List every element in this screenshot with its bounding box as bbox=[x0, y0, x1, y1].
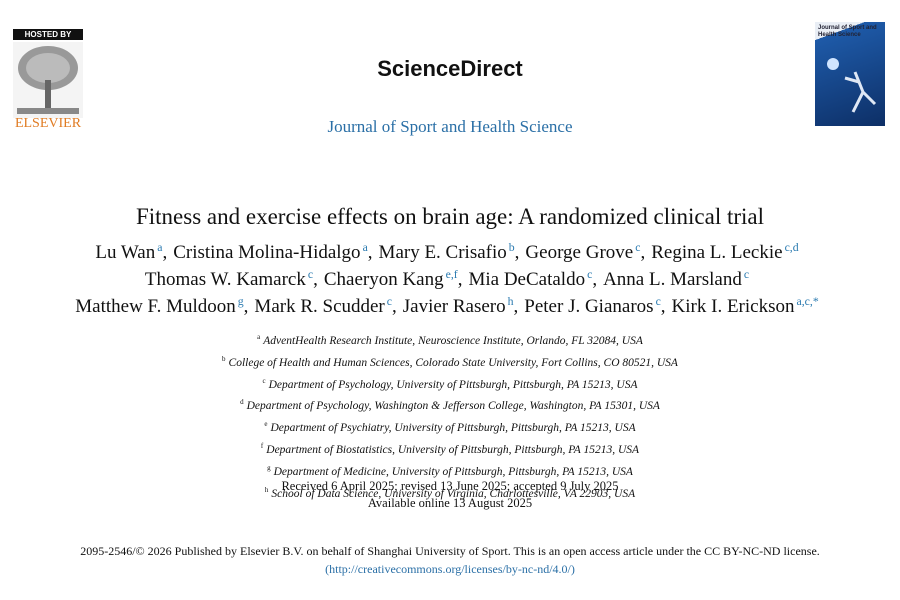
affiliation: d Department of Psychology, Washington & … bbox=[0, 393, 900, 415]
author-affil: h bbox=[507, 295, 514, 308]
author-name: Chaeryon Kang bbox=[323, 269, 444, 291]
author-name: Lu Wan bbox=[95, 242, 156, 264]
author: George Grove c bbox=[525, 241, 645, 264]
author-line: Matthew F. MuldoongMark R. ScuddercJavie… bbox=[0, 295, 900, 318]
dates-online: Available online 13 August 2025 bbox=[367, 496, 533, 510]
author: Cristina Molina-Hidalgo a bbox=[173, 241, 372, 264]
affiliation: g Department of Medicine, University of P… bbox=[0, 459, 900, 481]
elsevier-tree bbox=[13, 42, 83, 118]
author: Lu Wan a bbox=[95, 241, 167, 264]
author: Thomas W. Kamarck c bbox=[144, 268, 318, 291]
affiliation-key: h bbox=[264, 485, 269, 494]
author-name: Javier Rasero bbox=[402, 296, 506, 318]
dates-received: Received 6 April 2025; revised 13 June 2… bbox=[281, 479, 619, 493]
license: 2095-2546/© 2026 Published by Elsevier B… bbox=[80, 544, 820, 558]
affiliation-text: AdventHealth Research Institute, Neurosc… bbox=[263, 334, 643, 347]
publisher: ELSEVIER bbox=[14, 116, 82, 131]
author-name: Matthew F. Muldoon bbox=[75, 296, 236, 318]
author-name: Peter J. Gianaros bbox=[524, 296, 654, 318]
platform: ScienceDirect bbox=[377, 56, 523, 81]
author: Regina L. Leckie c,d bbox=[651, 241, 799, 264]
cover-title: Journal of Sport and Health Science bbox=[818, 25, 877, 38]
affiliation: e Department of Psychiatry, University of… bbox=[0, 415, 900, 437]
affiliation: h School of Data Science, University of V… bbox=[0, 481, 900, 503]
author: Kirk I. Erickson a,c,* bbox=[671, 295, 819, 318]
affiliation-text: School of Data Science, University of Vi… bbox=[271, 487, 636, 500]
affiliation: b College of Health and Human Sciences, C… bbox=[0, 350, 900, 372]
author: Matthew F. Muldoon g bbox=[75, 295, 248, 318]
affiliation-text: College of Health and Human Sciences, Co… bbox=[228, 356, 678, 369]
affiliation-text: Department of Psychology, Washington & J… bbox=[246, 400, 660, 413]
author-name: Mark R. Scudder bbox=[254, 296, 385, 318]
author-name: Cristina Molina-Hidalgo bbox=[173, 242, 361, 264]
author-name: Kirk I. Erickson bbox=[671, 296, 795, 318]
affiliation-key: c bbox=[262, 376, 266, 385]
affiliation: f Department of Biostatistics, University… bbox=[0, 437, 900, 459]
author-affil: c bbox=[635, 241, 641, 254]
author-affil: a bbox=[157, 241, 163, 254]
author-name: Mia DeCataldo bbox=[468, 269, 586, 291]
author-name: Anna L. Marsland bbox=[603, 269, 742, 291]
journal-cover: Journal of Sport and Health Science bbox=[815, 22, 885, 126]
affiliation-key: a bbox=[257, 333, 261, 341]
license-link[interactable]: (http://creativecommons.org/licenses/by-… bbox=[325, 562, 575, 576]
affiliation: c Department of Psychology, University of… bbox=[0, 372, 900, 394]
author: Mark R. Scudder c bbox=[254, 295, 396, 318]
author-name: Thomas W. Kamarck bbox=[144, 269, 306, 291]
affiliation: a AdventHealth Research Institute, Neuros… bbox=[0, 328, 900, 350]
author: Mary E. Crisafio b bbox=[378, 241, 520, 264]
affiliation-text: Department of Biostatistics, University … bbox=[266, 443, 640, 456]
author-affil: b bbox=[508, 241, 515, 254]
author-affil: c,d bbox=[784, 241, 799, 254]
cover-art bbox=[827, 58, 877, 113]
affiliation-key: d bbox=[240, 398, 244, 407]
author-affil: a,c,* bbox=[796, 295, 819, 308]
affiliation-text: Department of Medicine, University of Pi… bbox=[273, 465, 633, 478]
affiliation-key: b bbox=[222, 354, 226, 363]
author-name: George Grove bbox=[525, 242, 634, 264]
hosted-by: HOSTED BY bbox=[13, 29, 83, 40]
author-affil: c bbox=[587, 268, 593, 281]
author-affil: c bbox=[655, 295, 661, 308]
article-title: Fitness and exercise effects on brain ag… bbox=[135, 204, 765, 229]
affiliations: a AdventHealth Research Institute, Neuros… bbox=[0, 328, 900, 503]
author-affil: c bbox=[307, 268, 314, 281]
affiliation-key: e bbox=[264, 420, 268, 429]
author-affil: c bbox=[743, 268, 750, 281]
author: Anna L. Marsland c bbox=[603, 268, 750, 291]
author-affil: c bbox=[386, 295, 392, 308]
author: Peter J. Gianaros c bbox=[524, 295, 665, 318]
author-name: Regina L. Leckie bbox=[651, 242, 783, 264]
affiliation-key: g bbox=[267, 463, 271, 472]
affiliation-text: Department of Psychology, University of … bbox=[268, 378, 638, 391]
author-affil: g bbox=[237, 295, 244, 308]
affiliation-text: Department of Psychiatry, University of … bbox=[270, 422, 636, 435]
author-line: Lu WanaCristina Molina-HidalgoaMary E. C… bbox=[0, 241, 900, 264]
author: Chaeryon Kang e,f bbox=[323, 268, 463, 291]
author: Javier Rasero h bbox=[402, 295, 519, 318]
author-name: Mary E. Crisafio bbox=[378, 242, 507, 264]
journal-name: Journal of Sport and Health Science bbox=[327, 117, 573, 136]
author-affil: a bbox=[362, 241, 368, 254]
author-affil: e,f bbox=[445, 268, 458, 281]
author: Mia DeCataldo c bbox=[468, 268, 597, 291]
affiliation-key: f bbox=[260, 442, 264, 451]
